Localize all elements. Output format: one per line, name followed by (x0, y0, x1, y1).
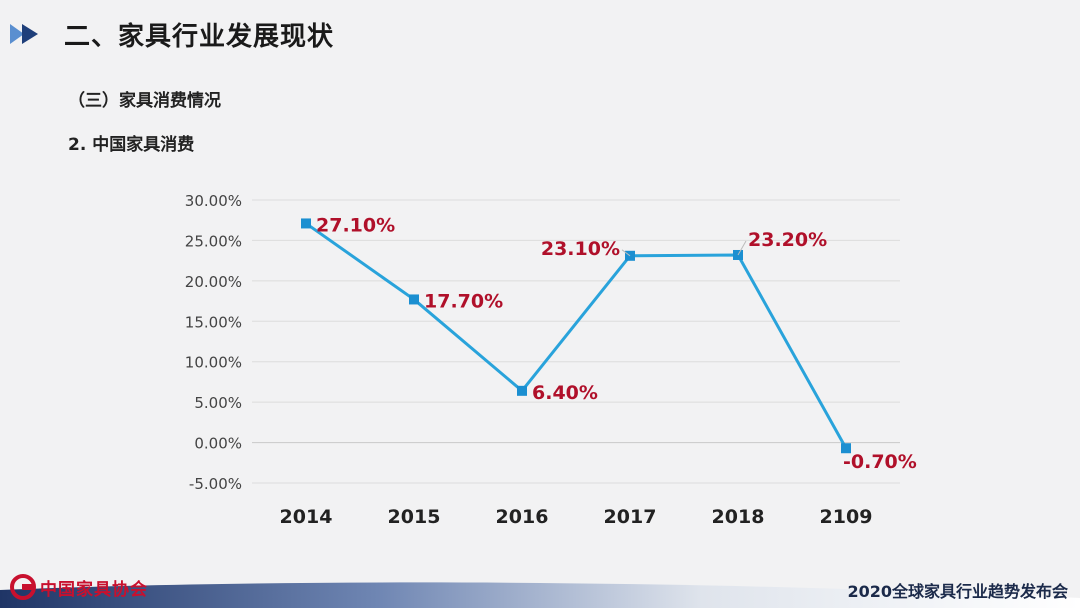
x-tick-label: 2015 (388, 506, 441, 528)
series-line-path (305, 222, 848, 449)
x-axis-ticks: 2014 2015 2016 2017 2018 2109 (280, 506, 873, 528)
data-point (625, 250, 635, 261)
label-leader (621, 249, 631, 257)
logo-mark-icon (10, 574, 36, 600)
data-point (841, 443, 851, 454)
association-logo: 中国家具协会 (10, 574, 148, 600)
chart-subtitle: 2. 中国家具消费 (68, 135, 195, 155)
page-title: 二、家具行业发展现状 (64, 21, 335, 52)
data-point (301, 218, 311, 229)
y-tick-label: 0.00% (194, 435, 242, 453)
y-tick-label: 25.00% (185, 232, 242, 250)
data-point (409, 294, 419, 305)
y-tick-label: 15.00% (185, 313, 242, 331)
section-title: （三）家具消费情况 (68, 91, 221, 111)
y-tick-label: 30.00% (185, 192, 242, 210)
data-labels: 27.10% 17.70% 6.40% 23.10% 23.20% -0.70% (316, 214, 917, 473)
event-name: 2020全球家具行业趋势发布会 (847, 582, 1068, 601)
x-tick-label: 2018 (712, 506, 765, 528)
data-label: 23.20% (748, 229, 827, 251)
footer-decoration (0, 582, 1080, 608)
data-label: 27.10% (316, 214, 395, 236)
y-axis-ticks: 30.00% 25.00% 20.00% 15.00% 10.00% 5.00% 0.00%… (185, 192, 242, 493)
logo-text: 中国家具协会 (40, 579, 148, 600)
x-tick-label: 2016 (496, 506, 549, 528)
label-leader (737, 240, 747, 256)
y-tick-label: 5.00% (194, 394, 242, 412)
x-tick-label: 2109 (820, 506, 873, 528)
y-tick-label: 10.00% (185, 354, 242, 372)
y-tick-label: -5.00% (189, 475, 242, 493)
series-line (305, 222, 848, 449)
x-tick-label: 2017 (604, 506, 657, 528)
data-label: 17.70% (424, 290, 503, 312)
y-tick-label: 20.00% (185, 273, 242, 291)
x-tick-label: 2014 (280, 506, 333, 528)
title-bar: 二、家具行业发展现状 (10, 16, 334, 52)
data-point (517, 385, 527, 396)
double-arrow-icon (10, 24, 38, 44)
data-label: 23.10% (541, 238, 620, 260)
data-label: -0.70% (843, 451, 917, 473)
gridlines (252, 199, 900, 484)
data-label: 6.40% (532, 382, 598, 404)
